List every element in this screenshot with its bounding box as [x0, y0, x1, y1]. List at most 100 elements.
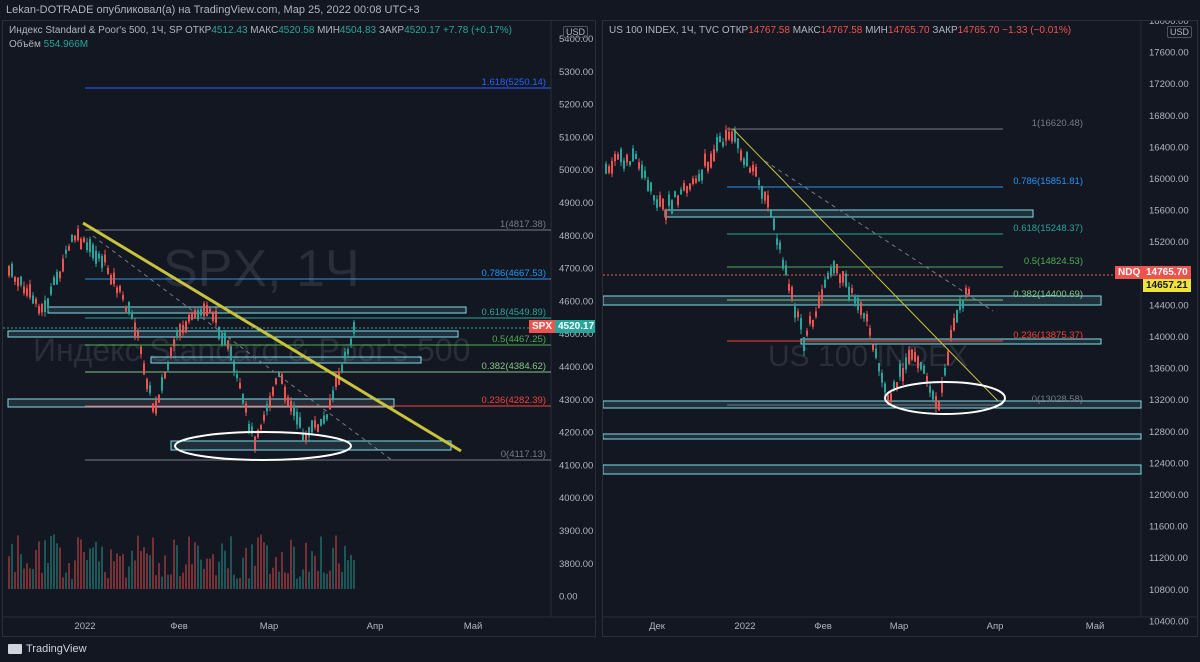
- ndq-open-value: 14767.58: [748, 25, 790, 36]
- candle-body: [353, 322, 355, 334]
- volume-bar: [308, 571, 310, 589]
- price-axis-label: 5400.00: [559, 34, 593, 45]
- candle-body: [8, 266, 10, 276]
- support-zone: [603, 464, 1142, 475]
- volume-bar: [113, 561, 115, 589]
- price-axis-label: 3800.00: [559, 559, 593, 570]
- price-axis-label: 11200.00: [1149, 553, 1188, 564]
- candle-body: [110, 275, 112, 285]
- candle-body: [782, 259, 784, 269]
- candle-body: [872, 344, 874, 351]
- volume-bar: [206, 558, 208, 589]
- candle-body: [107, 267, 109, 274]
- candle-body: [929, 385, 931, 393]
- candle-body: [668, 194, 670, 206]
- volume-bar: [17, 535, 19, 589]
- candle-body: [881, 372, 883, 383]
- ndq-chart-canvas[interactable]: 18000.00 17600.00 17200.00 16800.00 16400.00…: [603, 21, 1198, 637]
- fib-level-label: 0.618(4549.89): [482, 307, 546, 318]
- ndq-currency-badge[interactable]: USD: [1167, 26, 1193, 38]
- candle-body: [137, 331, 139, 338]
- candle-body: [38, 306, 40, 314]
- candle-body: [89, 239, 91, 253]
- candle-body: [923, 365, 925, 374]
- candle-body: [83, 237, 85, 243]
- candle-body: [116, 287, 118, 294]
- price-axis-label: 3900.00: [559, 526, 593, 537]
- volume-bar: [326, 573, 328, 589]
- candle-body: [77, 228, 79, 241]
- candle-body: [908, 349, 910, 364]
- price-axis-label: 16800.00: [1149, 111, 1189, 122]
- candle-body: [932, 391, 934, 400]
- candle-body: [233, 360, 235, 373]
- tradingview-logo[interactable]: TradingView: [8, 637, 87, 662]
- trend-line: [82, 221, 462, 453]
- fib-level-label: 0.236(4282.39): [482, 395, 546, 406]
- price-axis-label: 5200.00: [559, 100, 593, 111]
- price-axis-label: 17600.00: [1149, 48, 1189, 59]
- spx-chart-pane[interactable]: 5400.00 5300.00 5200.00 5100.00 5000.00 4900.…: [2, 20, 596, 637]
- spx-legend: Индекс Standard & Poor's 500, 1Ч, SP ОТК…: [9, 25, 512, 50]
- volume-bar: [203, 568, 205, 589]
- fib-level-label: 1(16620.48): [1032, 118, 1083, 129]
- candle-body: [848, 286, 850, 300]
- price-axis-label: 10400.00: [1149, 616, 1189, 627]
- trend-line: [92, 235, 394, 462]
- watermark-symbol: SPX, 1Ч: [163, 240, 360, 298]
- candle-body: [665, 209, 667, 220]
- spx-open-value: 4512.43: [211, 25, 248, 36]
- volume-bar: [329, 570, 331, 589]
- candle-body: [278, 371, 280, 377]
- time-axis-label: Апр: [367, 621, 384, 632]
- candle-body: [125, 306, 127, 312]
- candle-body: [311, 420, 313, 433]
- spx-volume-row: Объём 554.966M: [9, 39, 512, 50]
- spx-chart-canvas[interactable]: 5400.00 5300.00 5200.00 5100.00 5000.00 4900.…: [3, 21, 596, 637]
- candle-body: [56, 271, 58, 285]
- support-zone: [170, 440, 452, 451]
- price-axis-label: 13600.00: [1149, 364, 1189, 375]
- volume-bar: [263, 542, 265, 589]
- watermark-name: US 100 INDEX: [768, 340, 968, 373]
- candle-body: [650, 182, 652, 192]
- candle-body: [134, 322, 136, 337]
- trend-line: [732, 128, 999, 402]
- candle-body: [50, 286, 52, 295]
- candle-body: [272, 387, 274, 396]
- candle-body: [827, 273, 829, 280]
- candle-body: [74, 235, 76, 241]
- candle-body: [887, 394, 889, 403]
- candle-body: [674, 191, 676, 198]
- time-axis-label: Фев: [170, 621, 188, 632]
- spx-currency-badge[interactable]: USD: [563, 26, 589, 38]
- volume-bar: [260, 534, 262, 589]
- candle-body: [173, 339, 175, 347]
- candle-body: [122, 295, 124, 300]
- price-axis-label: 4700.00: [559, 264, 593, 275]
- candle-body: [254, 436, 256, 450]
- candle-body: [824, 279, 826, 288]
- price-axis-label: 4000.00: [559, 493, 593, 504]
- ndq-open-label: ОТКР: [721, 25, 749, 36]
- candle-body: [941, 381, 943, 393]
- candle-body: [809, 316, 811, 325]
- candle-body: [206, 305, 208, 316]
- candle-body: [152, 403, 154, 412]
- candle-body: [215, 310, 217, 323]
- price-axis-label: 11600.00: [1149, 522, 1188, 533]
- volume-bar: [314, 555, 316, 589]
- candle-body: [833, 260, 835, 274]
- candle-body: [728, 131, 730, 140]
- volume-bar: [212, 554, 214, 589]
- fib-level-label: 1.618(5250.14): [482, 77, 546, 88]
- candle-body: [884, 383, 886, 393]
- candle-body: [752, 164, 754, 172]
- candle-body: [935, 396, 937, 409]
- volume-bar: [236, 578, 238, 589]
- ndq-chart-pane[interactable]: 18000.00 17600.00 17200.00 16800.00 16400.00…: [602, 20, 1198, 637]
- fib-level-label: 0(4117.13): [501, 449, 546, 460]
- candle-body: [821, 289, 823, 301]
- candle-body: [758, 180, 760, 186]
- price-axis-label: 5300.00: [559, 67, 593, 78]
